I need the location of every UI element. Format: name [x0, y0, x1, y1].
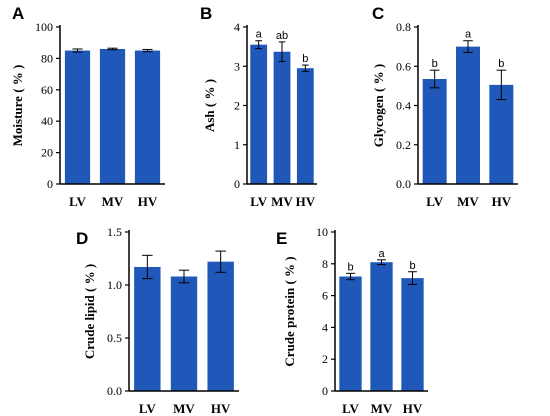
- panel-e: E b LV a MV b HV 0 2 4 6 8 10 Crude protein ( % ): [276, 225, 428, 416]
- panel-letter: B: [200, 4, 212, 23]
- bar: [207, 261, 234, 391]
- y-tick-label: 0.2: [396, 138, 411, 152]
- y-tick-label: 1.0: [107, 278, 122, 292]
- bar: [134, 266, 161, 391]
- y-tick-label: 0.0: [107, 384, 122, 398]
- x-tick-label: HV: [403, 401, 423, 416]
- y-tick-label: 0.5: [107, 331, 122, 345]
- significance-label: b: [347, 261, 353, 273]
- y-tick-label: 1: [234, 138, 240, 152]
- y-tick-label: 6: [322, 289, 328, 303]
- y-axis-label: Moisture ( % ): [10, 65, 25, 147]
- significance-label: a: [256, 29, 263, 41]
- y-tick-label: 3: [234, 59, 240, 73]
- y-tick-label: 60: [41, 83, 53, 97]
- y-tick-label: 0.8: [396, 20, 411, 34]
- bar: [99, 48, 126, 185]
- x-tick-label: HV: [296, 194, 316, 209]
- y-tick-label: 1.5: [107, 225, 122, 239]
- bar: [64, 50, 91, 184]
- x-tick-label: LV: [426, 194, 443, 209]
- x-tick-label: LV: [69, 194, 86, 209]
- y-tick-label: 80: [41, 51, 53, 65]
- x-tick-label: MV: [457, 194, 479, 209]
- x-tick-label: HV: [492, 194, 512, 209]
- y-axis-label: Crude lipid ( % ): [82, 264, 97, 359]
- y-tick-label: 0: [322, 384, 328, 398]
- bar: [170, 276, 198, 391]
- y-tick-label: 8: [322, 257, 328, 271]
- y-axis-label: Crude protein ( % ): [282, 256, 297, 366]
- panel-letter: C: [372, 4, 384, 23]
- x-tick-label: MV: [271, 194, 293, 209]
- panel-letter: D: [76, 229, 88, 248]
- x-tick-label: HV: [138, 194, 158, 209]
- significance-label: b: [432, 58, 438, 70]
- x-tick-label: MV: [102, 194, 124, 209]
- y-tick-label: 10: [316, 225, 328, 239]
- x-tick-label: LV: [250, 194, 267, 209]
- bar: [422, 79, 447, 184]
- significance-label: b: [302, 53, 308, 65]
- bar: [456, 46, 480, 184]
- bar: [339, 276, 362, 391]
- y-tick-label: 4: [322, 320, 328, 334]
- significance-label: a: [378, 248, 385, 260]
- bar: [401, 278, 424, 391]
- y-tick-label: 0.0: [396, 177, 411, 191]
- bar: [296, 68, 314, 184]
- bar: [273, 51, 291, 184]
- significance-label: b: [498, 58, 504, 70]
- x-tick-label: MV: [173, 401, 195, 416]
- y-tick-label: 40: [41, 114, 53, 128]
- significance-label: ab: [276, 30, 288, 42]
- bar: [370, 262, 393, 391]
- x-tick-label: HV: [211, 401, 231, 416]
- y-tick-label: 20: [41, 146, 53, 160]
- panel-b: B a LV ab MV b HV 0 1 2 3 4 Ash ( % ): [200, 4, 317, 209]
- y-axis-label: Ash ( % ): [202, 79, 217, 132]
- panel-c: C b LV a MV b HV 0.0 0.2 0.4 0.6 0.8 Glycogen ( % ): [371, 4, 518, 209]
- significance-label: b: [409, 260, 415, 272]
- bar: [489, 84, 514, 184]
- x-tick-label: MV: [371, 401, 393, 416]
- panel-d: D LV MV HV 0.0 0.5 1.0 1.5 Crude lipid ( % ): [76, 225, 239, 416]
- panel-letter: E: [276, 229, 287, 248]
- x-tick-label: LV: [342, 401, 359, 416]
- y-tick-label: 0: [47, 177, 53, 191]
- y-tick-label: 2: [322, 352, 328, 366]
- y-tick-label: 100: [35, 20, 53, 34]
- y-tick-label: 2: [234, 99, 240, 113]
- y-tick-label: 0.6: [396, 59, 411, 73]
- y-axis-label: Glycogen ( % ): [371, 64, 386, 147]
- panel-a: A LV MV HV 0 20 40 60 80 100 Moisture ( % ): [10, 4, 165, 209]
- y-tick-label: 0: [234, 177, 240, 191]
- bar: [134, 50, 161, 184]
- bar: [250, 44, 268, 184]
- y-tick-label: 0.4: [396, 99, 411, 113]
- x-tick-label: LV: [139, 401, 156, 416]
- panel-letter: A: [12, 4, 24, 23]
- significance-label: a: [465, 29, 472, 41]
- y-tick-label: 4: [234, 20, 240, 34]
